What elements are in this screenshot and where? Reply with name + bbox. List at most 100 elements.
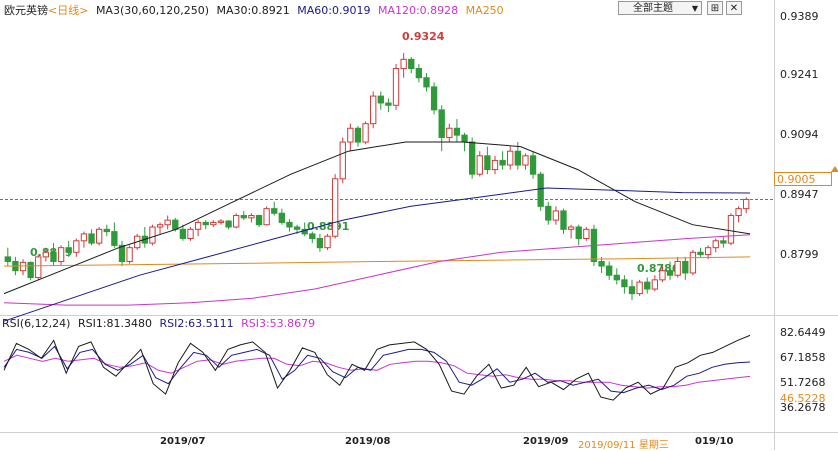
rsi-legend: RSI(6,12,24) RSI1:81.3480 RSI2:63.5111 R…	[2, 317, 319, 330]
candle-body	[651, 279, 659, 290]
last-price-arrow-icon	[831, 166, 838, 172]
candle-body	[423, 77, 430, 88]
candle-body	[735, 208, 742, 217]
ma30-line	[3, 141, 751, 295]
ma60-legend: MA60:0.9019	[297, 4, 371, 17]
candle-body	[446, 127, 453, 138]
candle-body	[354, 127, 362, 143]
candle-body	[552, 210, 560, 221]
candle-body	[499, 159, 506, 166]
candle-body	[233, 215, 240, 228]
candle-body	[27, 261, 34, 279]
candle-body	[95, 228, 103, 244]
candle-body	[324, 235, 331, 249]
candle-body	[50, 251, 57, 262]
candle-body	[35, 256, 42, 279]
rsi-tick: 82.6449	[780, 326, 826, 339]
candle-body	[164, 219, 171, 226]
price-tick: 0.9389	[780, 10, 819, 23]
candle-body	[727, 215, 735, 244]
low-annotation: 0.8891	[307, 220, 350, 233]
candle-body	[210, 221, 217, 226]
candle-body	[362, 123, 369, 143]
rsi-tick: 51.7268	[780, 376, 826, 389]
rsi2-legend: RSI2:63.5111	[159, 317, 234, 330]
candle-body	[408, 58, 415, 70]
candle-body	[468, 141, 476, 175]
ma30-legend: MA30:0.8921	[216, 4, 290, 17]
candle-body	[156, 224, 164, 228]
price-tick: 0.9094	[780, 128, 819, 141]
candle-body	[88, 233, 95, 244]
close-button[interactable]: ✕	[726, 1, 742, 15]
candle-body	[385, 102, 392, 106]
candle-body	[583, 228, 590, 239]
candle-body	[126, 247, 133, 262]
candle-body	[263, 208, 270, 226]
rsi-tick: 36.2678	[780, 401, 826, 414]
candle-body	[80, 233, 88, 242]
time-axis-divider	[0, 432, 838, 433]
candle-body	[453, 127, 461, 136]
candle-body	[507, 150, 514, 166]
candle-body	[225, 220, 232, 228]
candle-body	[248, 215, 255, 219]
crosshair-date: 2019/09/11 星期三	[578, 440, 669, 451]
candle-body	[484, 155, 491, 171]
candle-body	[682, 260, 689, 274]
candle-body	[522, 155, 529, 166]
candle-body	[103, 228, 110, 233]
high-annotation: 0.9324	[402, 30, 445, 43]
rsi-tick: 67.1858	[780, 351, 826, 364]
theme-select-button[interactable]: 全部主题 ▼	[618, 1, 702, 15]
expand-button[interactable]: ⊞	[707, 1, 723, 15]
candle-body	[65, 247, 72, 253]
last-price-label: 0.9005	[774, 172, 832, 186]
candle-body	[286, 221, 293, 228]
candle-body	[271, 208, 278, 214]
candle-body	[42, 251, 50, 258]
price-tick: 0.8799	[780, 248, 819, 261]
candle-body	[331, 178, 339, 237]
panel-divider	[0, 315, 838, 316]
candle-body	[537, 173, 544, 207]
candle-body	[370, 95, 377, 125]
period-label[interactable]: <日线>	[48, 4, 89, 17]
candle-body	[430, 86, 438, 111]
candle-body	[255, 215, 263, 226]
candle-body	[704, 247, 712, 256]
candle-body	[636, 281, 643, 295]
expand-icon: ⊞	[710, 3, 720, 14]
x-tick: 2019/07	[160, 436, 206, 447]
rsi-tick: 46.5228	[780, 392, 826, 405]
candle-body	[57, 247, 65, 262]
candle-body	[514, 150, 521, 166]
candle-body	[339, 141, 346, 180]
candle-body	[217, 220, 225, 223]
candle-body	[598, 260, 605, 267]
candle-body	[491, 159, 499, 171]
x-tick: 019/10	[695, 436, 734, 447]
ma250-line	[3, 256, 751, 267]
ma60-line	[3, 187, 751, 322]
ma-legend-label: MA3(30,60,120,250)	[95, 4, 210, 17]
theme-select-label: 全部主题	[633, 3, 673, 14]
candle-body	[316, 238, 324, 249]
candle-body	[720, 240, 727, 244]
candle-body	[613, 274, 620, 281]
candle-body	[666, 270, 674, 276]
candle-body	[461, 134, 468, 143]
ma120-line	[3, 234, 751, 306]
candle-body	[187, 228, 194, 239]
candle-body	[476, 155, 483, 175]
rsi-legend-label: RSI(6,12,24)	[2, 317, 71, 330]
rsi1-legend: RSI1:81.3480	[77, 317, 153, 330]
candle-body	[621, 279, 628, 288]
candle-body	[4, 256, 11, 262]
candle-body	[400, 58, 407, 70]
candle-body	[743, 198, 750, 210]
x-tick: 2019/08	[345, 436, 391, 447]
candle-body	[606, 265, 613, 276]
candle-body	[545, 205, 552, 221]
